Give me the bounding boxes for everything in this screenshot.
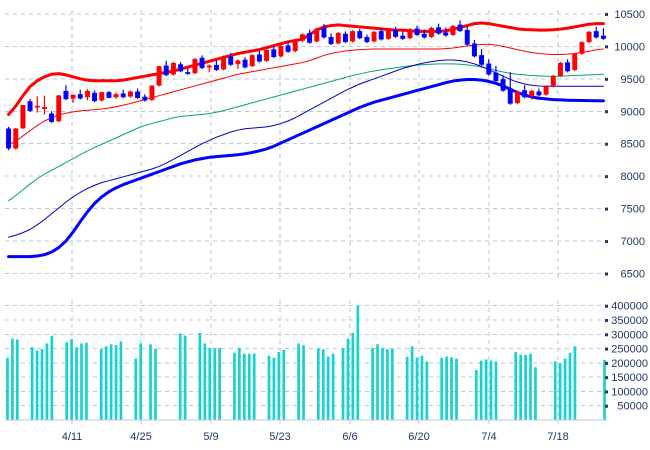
- volume-axis-tick-label: 200000: [611, 358, 648, 370]
- date-axis-tick-label: 7/4: [481, 431, 496, 443]
- price-axis-tick-label: 10000: [614, 41, 645, 53]
- volume-axis-tick-label: 150000: [611, 372, 648, 384]
- date-axis-tick-label: 5/23: [269, 431, 290, 443]
- volume-axis-labels: 50000 100000 150000 200000 250000 300000 35000…: [611, 301, 648, 413]
- volume-axis-tick-label: 350000: [611, 315, 648, 327]
- date-axis-tick-label: 4/11: [62, 431, 83, 443]
- date-axis-tick-label: 5/9: [203, 431, 218, 443]
- price-axis-tick-label: 10500: [614, 9, 645, 21]
- volume-bar-series: [6, 305, 606, 420]
- volume-axis-tick-label: 50000: [617, 401, 648, 413]
- volume-axis-tick-label: 250000: [611, 344, 648, 356]
- price-axis-tick-label: 7500: [621, 204, 645, 216]
- date-axis-tick-label: 6/20: [408, 431, 429, 443]
- volume-axis-tick-label: 400000: [611, 301, 648, 313]
- date-axis-tick-label: 4/25: [130, 431, 151, 443]
- price-axis-tick-label: 8000: [621, 171, 645, 183]
- price-axis-tick-label: 9500: [621, 74, 645, 86]
- volume-axis-tick-label: 100000: [611, 386, 648, 398]
- date-axis-labels: 4/11 4/25 5/9 5/23 6/6 6/20 7/4 7/18: [62, 431, 569, 443]
- date-axis-tick-label: 6/6: [342, 431, 357, 443]
- candlestick-series: [6, 20, 606, 151]
- price-axis-tick-label: 8500: [621, 139, 645, 151]
- price-axis-labels: 6500 7000 7500 8000 8500 9000 9500 10000 10500: [614, 9, 645, 281]
- date-axis-tick-label: 7/18: [547, 431, 568, 443]
- axis-baselines: [5, 12, 608, 424]
- volume-axis-tick-label: 300000: [611, 329, 648, 341]
- price-axis-tick-label: 9000: [621, 106, 645, 118]
- price-axis-tick-label: 7000: [621, 236, 645, 248]
- price-axis-tick-label: 6500: [621, 269, 645, 281]
